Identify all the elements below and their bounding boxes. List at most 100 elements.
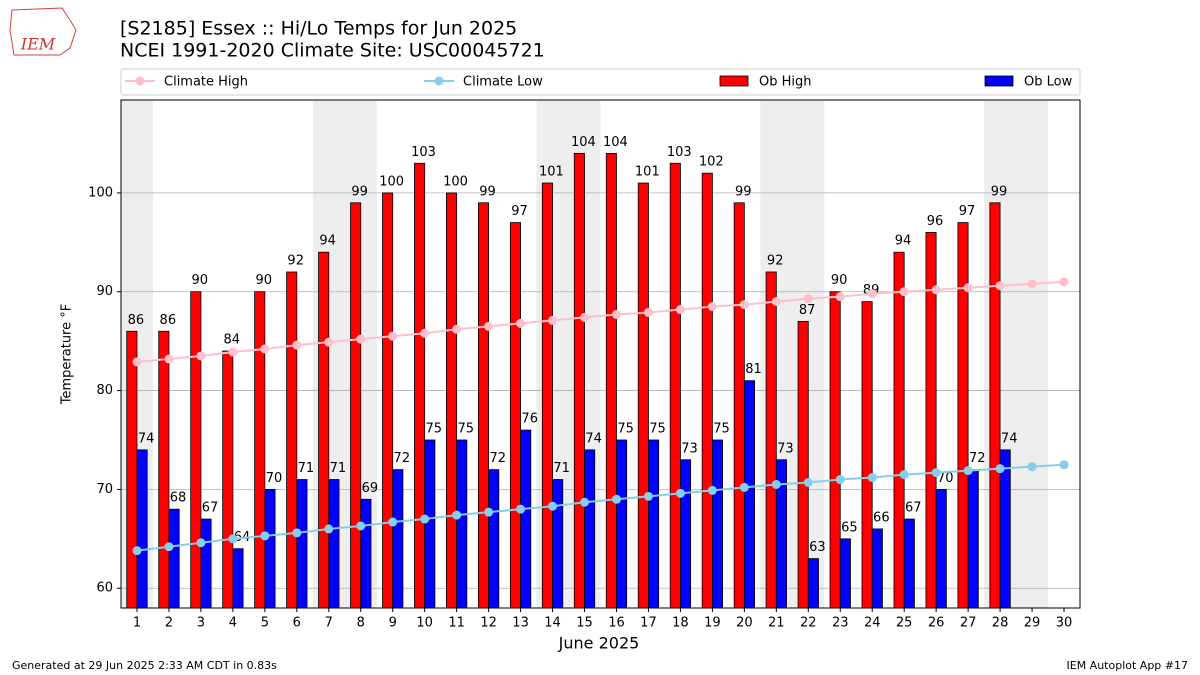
x-tick-label: 18 (672, 616, 689, 631)
bar (701, 172, 713, 609)
x-tick-label: 10 (416, 616, 433, 631)
data-label: 74 (1001, 431, 1018, 446)
line-marker (516, 318, 526, 328)
data-label: 99 (991, 184, 1008, 199)
bar (360, 498, 372, 609)
x-tick-label: 7 (325, 616, 333, 631)
bar (797, 320, 809, 609)
footer-right: IEM Autoplot App #17 (1067, 659, 1189, 672)
bar (126, 330, 138, 609)
line-marker (132, 546, 142, 556)
bar (893, 251, 905, 609)
legend-swatch (719, 75, 749, 87)
data-label: 104 (571, 135, 596, 150)
x-tick-label: 9 (389, 616, 397, 631)
line-marker (420, 514, 430, 524)
line-marker (867, 473, 877, 483)
line-marker (324, 524, 334, 534)
line-marker (516, 504, 526, 514)
x-tick-label: 26 (928, 616, 945, 631)
bar (999, 449, 1011, 609)
line-marker (1027, 462, 1037, 472)
line-marker (548, 315, 558, 325)
line-marker (1059, 277, 1069, 287)
line-marker (899, 470, 909, 480)
line-marker (164, 354, 174, 364)
line-marker (835, 475, 845, 485)
bar (168, 508, 180, 609)
x-tick-label: 25 (896, 616, 913, 631)
x-tick-label: 21 (768, 616, 785, 631)
bar (424, 439, 436, 609)
line-marker (260, 344, 270, 354)
bar (584, 449, 596, 609)
data-label: 94 (895, 234, 912, 249)
x-tick-label: 6 (293, 616, 301, 631)
bar (861, 301, 873, 609)
line-marker (420, 328, 430, 338)
data-label: 70 (937, 471, 954, 486)
x-tick-label: 24 (864, 616, 881, 631)
line-marker (1059, 460, 1069, 470)
data-label: 103 (667, 145, 692, 160)
bar (446, 192, 458, 609)
x-tick-label: 28 (992, 616, 1009, 631)
data-label: 99 (735, 184, 752, 199)
bar (328, 479, 340, 609)
line-marker (867, 289, 877, 299)
line (136, 280, 1065, 363)
line-marker (707, 485, 717, 495)
bar (296, 479, 308, 609)
data-label: 71 (330, 461, 347, 476)
line-marker (452, 510, 462, 520)
bar (935, 489, 947, 609)
data-label: 76 (521, 412, 538, 427)
data-label: 73 (777, 441, 794, 456)
data-label: 102 (699, 155, 724, 170)
bar (573, 152, 585, 609)
bar (807, 558, 819, 609)
bar (392, 469, 404, 609)
legend-box (120, 68, 1081, 96)
x-tick-label: 11 (448, 616, 465, 631)
bar (711, 439, 724, 609)
line-marker (643, 307, 653, 317)
data-label: 72 (489, 451, 506, 466)
y-tick-label: 70 (96, 482, 113, 497)
line-marker (771, 479, 781, 489)
bar (765, 271, 777, 609)
line-marker (388, 331, 398, 341)
data-label: 90 (255, 273, 272, 288)
bar (414, 162, 426, 609)
x-tick-label: 30 (1056, 616, 1073, 631)
line-marker (739, 300, 749, 310)
bar (733, 202, 745, 609)
line-marker (356, 334, 366, 344)
line-marker (580, 497, 590, 507)
bar (488, 469, 500, 609)
data-label: 69 (362, 481, 379, 496)
line-marker (228, 534, 238, 544)
x-tick-label: 23 (832, 616, 849, 631)
line-marker (292, 340, 302, 350)
line-marker (580, 312, 590, 322)
bar (957, 222, 969, 609)
data-label: 75 (713, 421, 730, 436)
data-label: 66 (873, 510, 890, 525)
line-marker (324, 337, 334, 347)
y-axis-label: Temperature °F (60, 304, 75, 405)
bar (552, 479, 564, 609)
bar (222, 350, 234, 609)
line-marker (803, 294, 813, 304)
line-marker (675, 305, 685, 315)
data-label: 67 (905, 501, 922, 516)
data-label: 99 (479, 184, 496, 199)
footer-left: Generated at 29 Jun 2025 2:33 AM CDT in … (12, 659, 277, 672)
data-label: 81 (745, 362, 762, 377)
bar (382, 192, 394, 609)
bar (871, 528, 883, 609)
x-tick-label: 14 (544, 616, 561, 631)
line-marker (931, 468, 941, 478)
line-marker (548, 501, 558, 511)
